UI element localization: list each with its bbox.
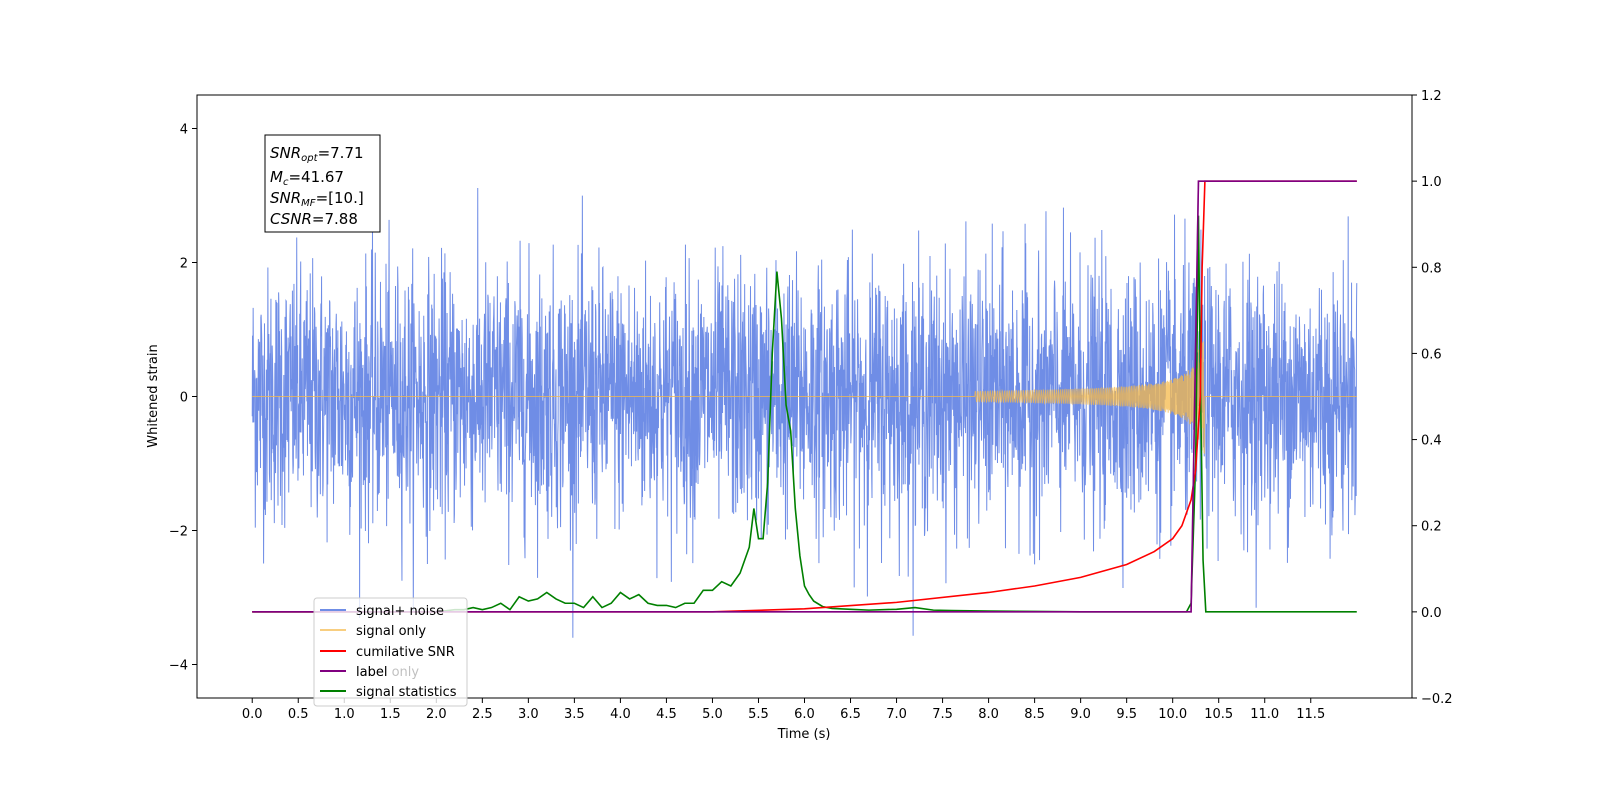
info-snr-mf-value: =[10.] [316, 189, 364, 207]
info-snr-opt-sub: opt [301, 153, 318, 164]
x-tick-label: 7.0 [886, 707, 907, 722]
info-snr-mf-sub: MF [301, 198, 316, 209]
info-snr-mf: SNRMF=[10.] [270, 189, 364, 209]
x-tick-label: 4.0 [610, 707, 631, 722]
x-tick-label: 8.0 [978, 707, 999, 722]
legend-label-signal-statistics: signal statistics [356, 685, 457, 700]
right-y-tick-label: 1.0 [1421, 175, 1442, 190]
legend-label-label: label [356, 665, 387, 680]
info-box: SNRopt=7.71 Mc=41.67 SNRMF=[10.] CSNR=7.… [264, 134, 381, 233]
left-y-tick-label: −2 [169, 525, 188, 540]
x-tick-label: 9.5 [1116, 707, 1137, 722]
left-y-tick-label: 2 [180, 257, 188, 272]
legend-frame [313, 597, 468, 707]
series-label [252, 180, 1357, 613]
x-tick-label: 6.0 [794, 707, 815, 722]
right-y-tick-label: 1.2 [1421, 89, 1442, 104]
x-tick-label: 4.5 [656, 707, 677, 722]
info-box-frame [264, 134, 381, 233]
right-y-tick-label: 0.6 [1421, 347, 1442, 362]
series-signal-noise [251, 188, 1358, 638]
x-tick-label: 0.5 [288, 707, 309, 722]
x-tick-label: 5.5 [748, 707, 769, 722]
x-tick-label: 2.5 [472, 707, 493, 722]
series-cumulative-snr [252, 180, 1357, 613]
x-tick-label: 6.5 [840, 707, 861, 722]
x-tick-label: 9.0 [1070, 707, 1091, 722]
right-y-tick-label: 0.4 [1421, 434, 1442, 449]
x-tick-label: 5.0 [702, 707, 723, 722]
x-tick-label: 3.0 [518, 707, 539, 722]
x-tick-label: 1.0 [334, 707, 355, 722]
right-y-axis-ticks: −0.2 0.0 0.2 0.4 0.6 0.8 1.0 1.2 [1412, 89, 1453, 707]
x-axis-ticks: 0.0 0.5 1.0 1.5 2.0 2.5 3.0 3.5 4.0 4.5 5.0 5.5 6.0 6… [242, 698, 1325, 722]
info-mc-value: =41.67 [288, 168, 344, 186]
x-tick-label: 8.5 [1024, 707, 1045, 722]
info-csnr-name: CSNR [270, 210, 312, 228]
legend-label-label-only: label only [356, 665, 419, 680]
right-y-tick-label: −0.2 [1421, 692, 1453, 707]
right-y-tick-label: 0.0 [1421, 606, 1442, 621]
left-y-axis-ticks: −4 −2 0 2 4 [169, 123, 197, 674]
info-mc-name: M [270, 168, 283, 186]
x-tick-label: 7.5 [932, 707, 953, 722]
info-mc: Mc=41.67 [270, 168, 344, 188]
legend-label-signal-noise: signal+ noise [356, 604, 444, 619]
x-tick-label: 10.5 [1204, 707, 1233, 722]
x-tick-label: 3.5 [564, 707, 585, 722]
right-y-tick-label: 0.8 [1421, 261, 1442, 276]
right-y-tick-label: 0.2 [1421, 520, 1442, 535]
info-snr-opt-name: SNR [270, 144, 301, 162]
left-y-tick-label: 4 [180, 123, 188, 138]
legend-label-signal-only: signal only [356, 624, 426, 639]
series-layer [251, 180, 1358, 638]
series-signal-only [252, 341, 1357, 455]
legend-label-cumulative-snr: cumilative SNR [356, 645, 455, 660]
info-csnr-value: =7.88 [312, 210, 358, 228]
x-tick-label: 0.0 [242, 707, 263, 722]
legend: signal+ noise signal only cumilative SNR… [313, 597, 468, 707]
info-csnr: CSNR=7.88 [270, 210, 358, 228]
left-y-tick-label: −4 [169, 659, 188, 674]
x-tick-label: 2.0 [426, 707, 447, 722]
x-tick-label: 1.5 [380, 707, 401, 722]
info-snr-opt-value: =7.71 [318, 144, 364, 162]
info-snr-mf-name: SNR [270, 189, 301, 207]
left-y-tick-label: 0 [180, 391, 188, 406]
info-mc-sub: c [283, 177, 289, 188]
left-y-axis-label: Whitened strain [146, 344, 161, 447]
x-tick-label: 11.5 [1296, 707, 1325, 722]
info-snr-opt: SNRopt=7.71 [270, 144, 364, 164]
x-tick-label: 10.0 [1158, 707, 1187, 722]
x-axis-label: Time (s) [777, 727, 831, 742]
x-tick-label: 11.0 [1250, 707, 1279, 722]
